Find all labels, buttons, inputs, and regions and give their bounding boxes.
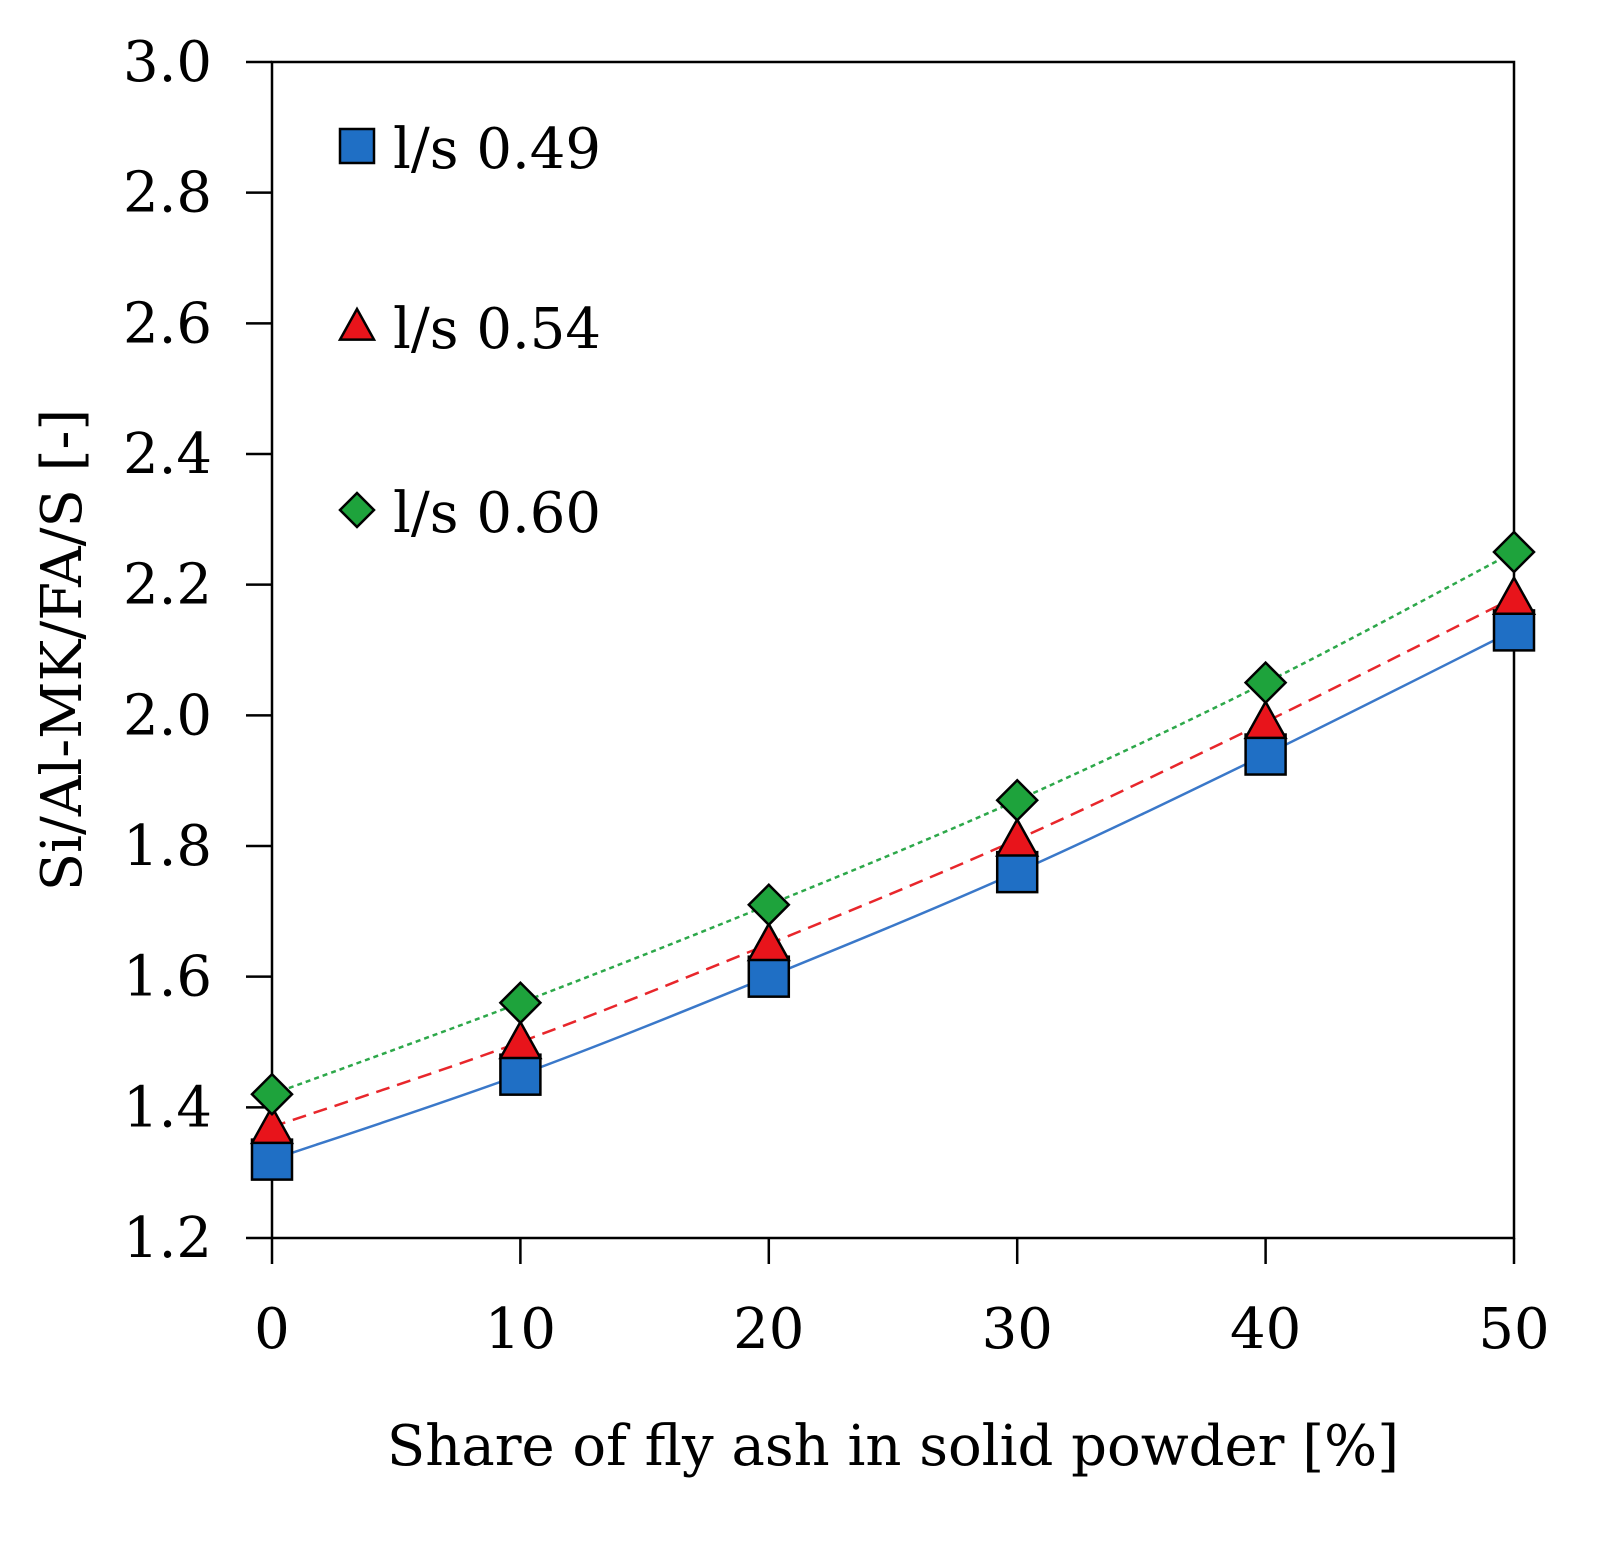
data-markers	[249, 530, 1537, 1181]
y-tick-label: 2.8	[123, 161, 212, 226]
x-tick-label: 40	[1230, 1297, 1301, 1362]
y-tick-label: 3.0	[123, 30, 212, 95]
x-tick-label: 20	[733, 1297, 804, 1362]
data-point-square	[1492, 609, 1536, 652]
x-tick-label: 50	[1478, 1297, 1549, 1362]
y-tick-label: 1.6	[123, 945, 212, 1010]
data-point-triangle	[1491, 575, 1537, 615]
data-point-square	[250, 1138, 294, 1181]
y-tick-label: 2.4	[123, 422, 212, 487]
data-point-square	[338, 127, 376, 165]
x-tick-label: 0	[254, 1297, 290, 1362]
y-tick-label: 2.6	[123, 291, 212, 356]
x-tick-label: 10	[485, 1297, 556, 1362]
y-tick-label: 1.8	[123, 814, 212, 879]
data-point-square	[1244, 733, 1287, 776]
data-point-diamond	[250, 1072, 294, 1117]
legend-label: l/s 0.60	[393, 481, 601, 546]
data-point-square	[499, 1053, 542, 1096]
y-tick-label: 1.4	[123, 1075, 212, 1140]
trendline	[271, 629, 1515, 1161]
legend-item: l/s 0.60	[338, 481, 601, 546]
data-point-square	[995, 850, 1039, 894]
x-tick-label: 30	[982, 1297, 1053, 1362]
y-tick-label: 1.2	[123, 1206, 212, 1271]
legend-label: l/s 0.49	[393, 117, 601, 182]
data-point-triangle	[1243, 699, 1288, 740]
data-point-square	[747, 955, 791, 998]
data-point-triangle	[995, 816, 1040, 857]
data-point-diamond	[1492, 530, 1536, 574]
legend-item: l/s 0.54	[337, 297, 601, 362]
data-point-triangle	[498, 1019, 543, 1060]
x-axis: 0 10 20 30 40 50	[254, 1238, 1550, 1362]
trendline	[271, 596, 1515, 1129]
data-point-diamond	[338, 491, 376, 529]
data-point-diamond	[498, 981, 543, 1025]
y-axis: 1.2 1.4 1.6 1.8 2.0 2.2 2.4 2.6 2.8 3.0	[123, 30, 272, 1271]
data-point-diamond	[747, 883, 791, 927]
legend: l/s 0.49 l/s 0.54 l/s 0.60	[337, 117, 601, 546]
trendline	[271, 550, 1515, 1096]
y-axis-title: Si/Al-MK/FA/S [-]	[30, 409, 95, 892]
data-point-triangle	[249, 1104, 295, 1145]
legend-item: l/s 0.49	[338, 117, 601, 182]
data-point-diamond	[1243, 660, 1288, 705]
trendlines	[271, 550, 1515, 1161]
y-tick-label: 2.2	[123, 553, 212, 618]
data-point-diamond	[995, 778, 1039, 823]
x-axis-title: Share of fly ash in solid powder [%]	[387, 1414, 1399, 1479]
data-point-triangle	[337, 306, 377, 341]
y-tick-label: 2.0	[123, 683, 212, 748]
legend-label: l/s 0.54	[393, 297, 601, 362]
data-point-triangle	[746, 921, 791, 962]
